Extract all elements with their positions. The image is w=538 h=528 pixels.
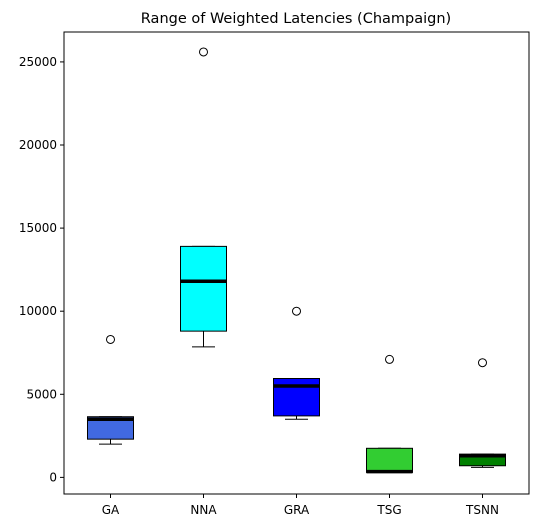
x-tick-label: GA <box>102 503 120 517</box>
chart-title: Range of Weighted Latencies (Champaign) <box>141 11 451 27</box>
box-tsg <box>366 354 413 474</box>
y-tick-label: 10000 <box>19 304 57 318</box>
x-tick-label: GRA <box>284 503 310 517</box>
box-gra <box>273 306 320 420</box>
outlier-point <box>385 354 394 364</box>
x-tick-label: TSNN <box>465 503 499 517</box>
outlier-point <box>292 306 301 316</box>
y-tick-label: 15000 <box>19 221 57 235</box>
x-tick-label: NNA <box>190 503 217 517</box>
outlier-point <box>478 358 487 368</box>
y-tick-label: 25000 <box>19 55 57 69</box>
box-ga <box>87 334 134 445</box>
y-tick-label: 0 <box>49 470 57 484</box>
y-tick-label: 20000 <box>19 138 57 152</box>
box-body <box>366 447 413 473</box>
x-tick-label: TSG <box>376 503 401 517</box>
plot-area <box>87 47 506 474</box>
outlier-point <box>199 47 208 57</box>
box-nna <box>180 47 227 348</box>
box-tsnn <box>459 358 506 468</box>
box-body <box>273 378 320 417</box>
y-tick-label: 5000 <box>26 387 57 401</box>
box-body <box>180 245 227 332</box>
outlier-point <box>106 334 115 344</box>
box-body <box>87 416 134 440</box>
